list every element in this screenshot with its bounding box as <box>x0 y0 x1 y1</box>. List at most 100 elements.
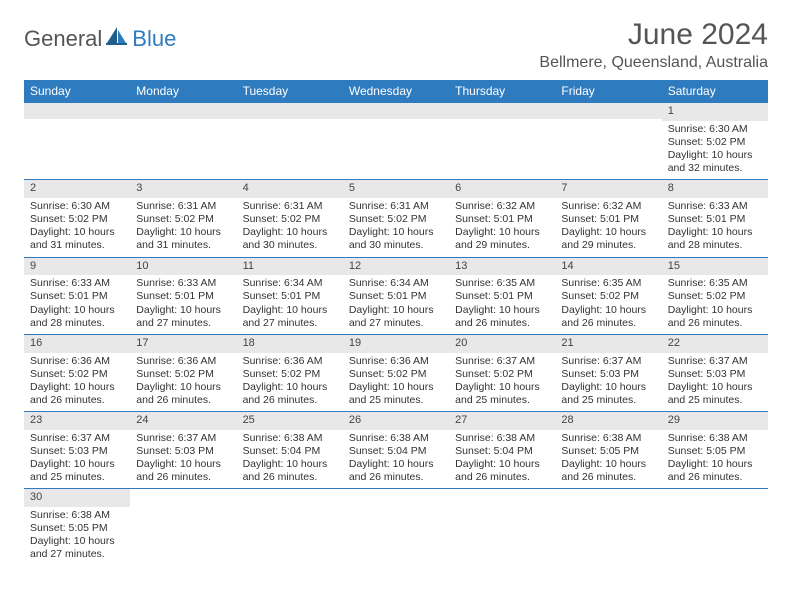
calendar-day: 7 Sunrise: 6:32 AMSunset: 5:01 PMDaylight… <box>555 180 661 256</box>
daylight-line: and 27 minutes. <box>136 317 230 330</box>
calendar-day: 12Sunrise: 6:34 AMSunset: 5:01 PMDayligh… <box>343 258 449 334</box>
sunrise-line: Sunrise: 6:38 AM <box>30 509 124 522</box>
daylight-line: and 26 minutes. <box>30 394 124 407</box>
calendar-day: 13Sunrise: 6:35 AMSunset: 5:01 PMDayligh… <box>449 258 555 334</box>
daylight-line: and 26 minutes. <box>243 471 337 484</box>
sunset-line: Sunset: 5:02 PM <box>668 136 762 149</box>
sunset-line: Sunset: 5:02 PM <box>349 368 443 381</box>
sunrise-line: Sunrise: 6:35 AM <box>561 277 655 290</box>
calendar-day: 15Sunrise: 6:35 AMSunset: 5:02 PMDayligh… <box>662 258 768 334</box>
day-number: 22 <box>662 335 768 353</box>
day-number: 9 <box>24 258 130 276</box>
calendar-day: 2Sunrise: 6:30 AMSunset: 5:02 PMDaylight… <box>24 180 130 256</box>
sunset-line: Sunset: 5:03 PM <box>30 445 124 458</box>
calendar-day: 29Sunrise: 6:38 AMSunset: 5:05 PMDayligh… <box>662 412 768 488</box>
daylight-line: Daylight: 10 hours <box>243 458 337 471</box>
sunrise-line: Sunrise: 6:30 AM <box>668 123 762 136</box>
sunset-line: Sunset: 5:02 PM <box>561 290 655 303</box>
day-number: 10 <box>130 258 236 276</box>
sunset-line: Sunset: 5:02 PM <box>243 368 337 381</box>
calendar-day <box>130 489 236 565</box>
sunset-line: Sunset: 5:02 PM <box>455 368 549 381</box>
daylight-line: and 26 minutes. <box>561 471 655 484</box>
calendar-day <box>555 489 661 565</box>
daylight-line: and 25 minutes. <box>30 471 124 484</box>
sunset-line: Sunset: 5:02 PM <box>243 213 337 226</box>
daylight-line: Daylight: 10 hours <box>455 226 549 239</box>
daylight-line: and 26 minutes. <box>668 317 762 330</box>
month-title: June 2024 <box>539 18 768 52</box>
day-number <box>343 103 449 119</box>
day-number: 8 <box>662 180 768 198</box>
weekday-label: Monday <box>130 80 236 103</box>
daylight-line: Daylight: 10 hours <box>668 226 762 239</box>
day-number: 15 <box>662 258 768 276</box>
sunrise-line: Sunrise: 6:34 AM <box>243 277 337 290</box>
sunrise-line: Sunrise: 6:32 AM <box>455 200 549 213</box>
sunrise-line: Sunrise: 6:34 AM <box>349 277 443 290</box>
day-number: 30 <box>24 489 130 507</box>
day-number: 29 <box>662 412 768 430</box>
calendar-day <box>555 103 661 179</box>
calendar-day: 4Sunrise: 6:31 AMSunset: 5:02 PMDaylight… <box>237 180 343 256</box>
daylight-line: and 25 minutes. <box>561 394 655 407</box>
day-number <box>555 103 661 119</box>
calendar-week: 1Sunrise: 6:30 AMSunset: 5:02 PMDaylight… <box>24 103 768 180</box>
sunrise-line: Sunrise: 6:38 AM <box>668 432 762 445</box>
day-number: 2 <box>24 180 130 198</box>
sunset-line: Sunset: 5:05 PM <box>561 445 655 458</box>
calendar-day <box>449 489 555 565</box>
daylight-line: Daylight: 10 hours <box>561 226 655 239</box>
calendar-day <box>130 103 236 179</box>
daylight-line: and 29 minutes. <box>561 239 655 252</box>
day-number <box>24 103 130 119</box>
day-number: 12 <box>343 258 449 276</box>
day-number: 7 <box>555 180 661 198</box>
day-number: 24 <box>130 412 236 430</box>
sunrise-line: Sunrise: 6:35 AM <box>668 277 762 290</box>
daylight-line: Daylight: 10 hours <box>561 458 655 471</box>
daylight-line: and 26 minutes. <box>455 471 549 484</box>
calendar-day: 18Sunrise: 6:36 AMSunset: 5:02 PMDayligh… <box>237 335 343 411</box>
sunrise-line: Sunrise: 6:33 AM <box>668 200 762 213</box>
sunset-line: Sunset: 5:01 PM <box>561 213 655 226</box>
sunset-line: Sunset: 5:04 PM <box>243 445 337 458</box>
calendar-day: 8Sunrise: 6:33 AMSunset: 5:01 PMDaylight… <box>662 180 768 256</box>
daylight-line: and 26 minutes. <box>668 471 762 484</box>
daylight-line: and 31 minutes. <box>136 239 230 252</box>
calendar-day: 20Sunrise: 6:37 AMSunset: 5:02 PMDayligh… <box>449 335 555 411</box>
day-number: 11 <box>237 258 343 276</box>
calendar-day: 3Sunrise: 6:31 AMSunset: 5:02 PMDaylight… <box>130 180 236 256</box>
sunrise-line: Sunrise: 6:32 AM <box>561 200 655 213</box>
daylight-line: and 26 minutes. <box>349 471 443 484</box>
daylight-line: and 27 minutes. <box>30 548 124 561</box>
sunrise-line: Sunrise: 6:37 AM <box>136 432 230 445</box>
calendar-day <box>449 103 555 179</box>
daylight-line: Daylight: 10 hours <box>243 304 337 317</box>
daylight-line: Daylight: 10 hours <box>349 226 443 239</box>
daylight-line: Daylight: 10 hours <box>668 304 762 317</box>
calendar-day: 22Sunrise: 6:37 AMSunset: 5:03 PMDayligh… <box>662 335 768 411</box>
daylight-line: Daylight: 10 hours <box>349 458 443 471</box>
sunset-line: Sunset: 5:02 PM <box>30 368 124 381</box>
sunset-line: Sunset: 5:04 PM <box>349 445 443 458</box>
sunrise-line: Sunrise: 6:31 AM <box>349 200 443 213</box>
calendar-day: 5Sunrise: 6:31 AMSunset: 5:02 PMDaylight… <box>343 180 449 256</box>
calendar-day: 17Sunrise: 6:36 AMSunset: 5:02 PMDayligh… <box>130 335 236 411</box>
sunrise-line: Sunrise: 6:37 AM <box>455 355 549 368</box>
sunset-line: Sunset: 5:05 PM <box>30 522 124 535</box>
calendar-day <box>237 489 343 565</box>
calendar-day: 10Sunrise: 6:33 AMSunset: 5:01 PMDayligh… <box>130 258 236 334</box>
calendar-day <box>662 489 768 565</box>
daylight-line: and 25 minutes. <box>668 394 762 407</box>
header: General Blue June 2024 Bellmere, Queensl… <box>24 18 768 72</box>
daylight-line: and 27 minutes. <box>243 317 337 330</box>
weekday-label: Thursday <box>449 80 555 103</box>
daylight-line: and 25 minutes. <box>455 394 549 407</box>
sunset-line: Sunset: 5:05 PM <box>668 445 762 458</box>
calendar-day: 24Sunrise: 6:37 AMSunset: 5:03 PMDayligh… <box>130 412 236 488</box>
sunset-line: Sunset: 5:02 PM <box>668 290 762 303</box>
calendar-week: 16Sunrise: 6:36 AMSunset: 5:02 PMDayligh… <box>24 335 768 412</box>
calendar: Sunday Monday Tuesday Wednesday Thursday… <box>24 80 768 566</box>
day-number: 16 <box>24 335 130 353</box>
